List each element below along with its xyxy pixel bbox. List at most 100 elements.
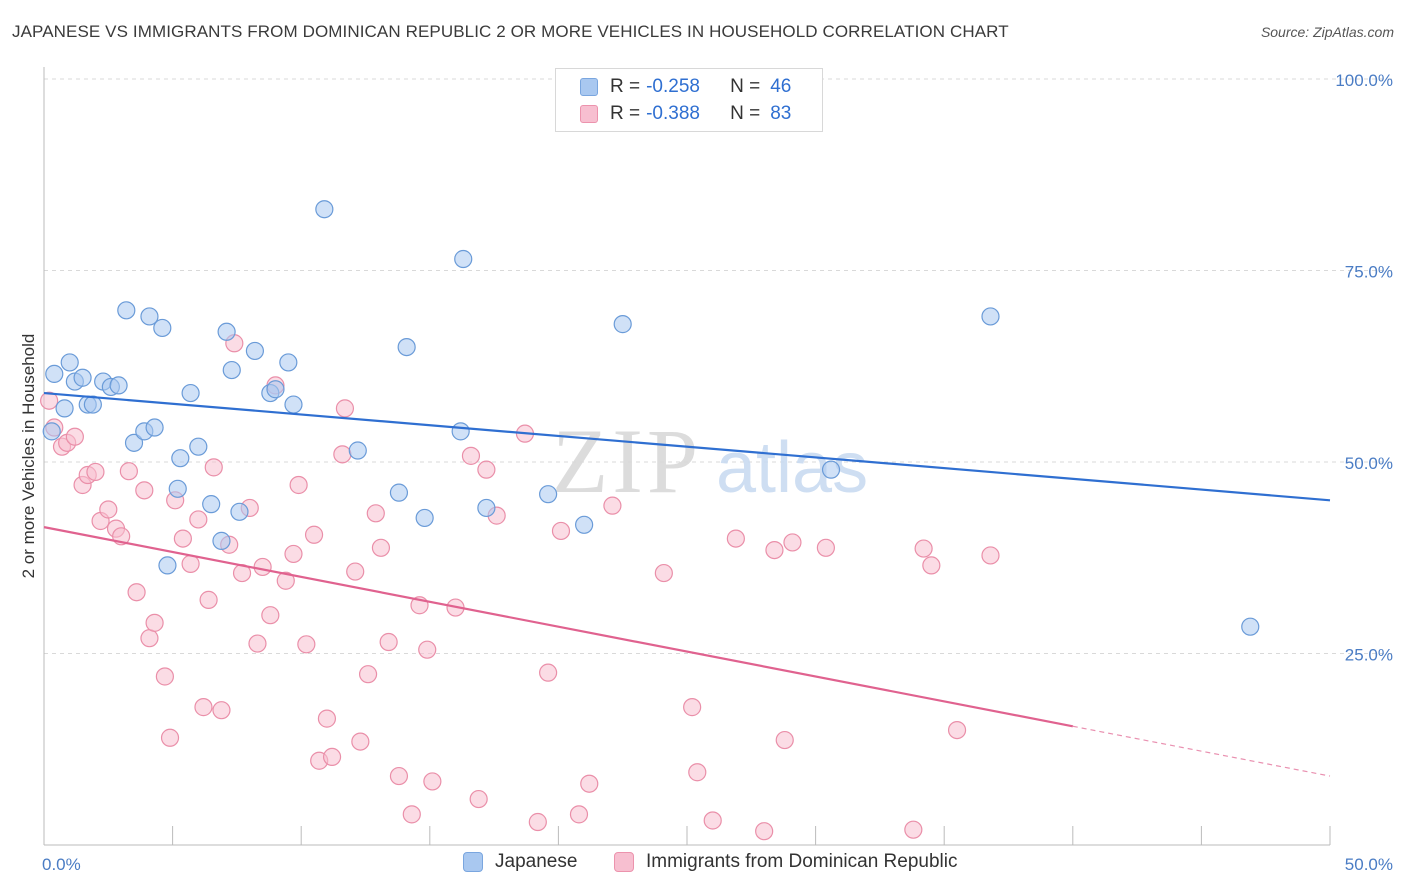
scatter-point	[539, 485, 558, 504]
scatter-point	[981, 307, 1000, 326]
scatter-point	[230, 502, 249, 521]
scatter-point	[153, 318, 172, 338]
scatter-point	[127, 583, 146, 602]
scatter-point	[181, 383, 200, 403]
scatter-point	[1241, 617, 1260, 636]
scatter-point	[654, 563, 673, 583]
chart-title: JAPANESE VS IMMIGRANTS FROM DOMINICAN RE…	[12, 22, 1009, 41]
scatter-point	[333, 445, 352, 464]
scatter-point	[279, 353, 298, 372]
scatter-point	[703, 811, 722, 830]
scatter-point	[117, 301, 136, 320]
watermark: ZIP atlas	[552, 410, 868, 512]
scatter-point	[204, 458, 223, 477]
scatter-point	[171, 449, 190, 468]
scatter-point	[477, 498, 496, 518]
scatter-point	[389, 766, 409, 786]
grid-lines	[44, 78, 1392, 654]
n-label: N =	[730, 103, 761, 124]
scatter-point	[575, 515, 594, 534]
scatter-point	[477, 460, 496, 479]
scatter-point	[415, 508, 434, 528]
scatter-point	[775, 730, 794, 750]
trend-lines	[43, 391, 1331, 777]
scatter-point	[451, 422, 470, 441]
scatter-point	[402, 805, 421, 824]
scatter-point	[346, 562, 365, 581]
scatter-point	[528, 812, 547, 832]
legend-swatch-japanese	[580, 78, 598, 96]
scatter-point	[181, 554, 200, 573]
scatter-point	[981, 546, 1000, 565]
scatter-point	[40, 391, 59, 410]
axes	[43, 67, 1331, 846]
r-label: R =	[610, 103, 641, 124]
scatter-point	[202, 495, 221, 514]
scatter-point	[135, 481, 154, 500]
scatter-point	[253, 557, 272, 577]
scatter-point	[145, 418, 164, 437]
scatter-point	[212, 701, 231, 720]
scatter-point	[423, 772, 442, 791]
series-dominican-points	[40, 334, 1000, 841]
x-tick-label: 0.0%	[42, 855, 81, 874]
scatter-point	[914, 539, 933, 558]
trend-line-dashed	[1072, 725, 1331, 777]
scatter-point	[222, 360, 241, 380]
scatter-point	[551, 521, 571, 541]
scatter-point	[755, 822, 774, 841]
trend-line	[43, 391, 1331, 502]
scatter-point	[189, 510, 208, 529]
scatter-point	[783, 533, 802, 552]
scatter-point	[73, 368, 92, 387]
scatter-point	[199, 590, 218, 609]
series-japanese-points	[42, 200, 1260, 636]
legend-item-japanese: Japanese	[463, 851, 577, 873]
scatter-point	[322, 747, 342, 767]
scatter-point	[366, 504, 385, 523]
scatter-point	[284, 544, 303, 564]
y-tick-label: 100.0%	[1335, 71, 1393, 90]
scatter-point	[315, 200, 334, 219]
scatter-point	[348, 441, 367, 460]
scatter-point	[317, 709, 337, 728]
scatter-point	[379, 632, 398, 652]
scatter-point	[539, 663, 558, 682]
scatter-point	[140, 629, 159, 648]
scatter-point	[603, 496, 622, 515]
source-label: Source: ZipAtlas.com	[1260, 24, 1394, 40]
scatter-point	[284, 395, 303, 414]
y-tick-label: 75.0%	[1345, 263, 1393, 282]
trend-line-solid	[43, 526, 1074, 728]
watermark-zip: ZIP	[552, 410, 702, 512]
scatter-point	[99, 500, 118, 519]
scatter-point	[922, 556, 941, 575]
scatter-point	[266, 380, 285, 399]
scatter-point	[119, 462, 138, 481]
scatter-point	[904, 820, 923, 839]
scatter-point	[60, 353, 79, 372]
legend-row-dominican: R = -0.388 N = 83	[580, 102, 791, 126]
scatter-point	[297, 635, 316, 654]
scatter-point	[569, 805, 589, 824]
scatter-point	[173, 529, 192, 548]
legend-label-dominican: Immigrants from Dominican Republic	[646, 851, 958, 872]
y-axis-label: 2 or more Vehicles in Household	[19, 334, 38, 579]
scatter-point	[358, 665, 378, 684]
legend-swatch-dominican	[580, 105, 598, 123]
scatter-point	[212, 531, 231, 550]
scatter-point	[351, 732, 370, 751]
scatter-point	[418, 640, 437, 659]
scatter-point	[245, 341, 265, 361]
scatter-point	[304, 525, 324, 544]
r-label: R =	[610, 76, 641, 97]
scatter-point	[816, 538, 835, 557]
r-value: -0.258	[646, 76, 700, 97]
scatter-point	[613, 315, 632, 334]
legend-item-dominican: Immigrants from Dominican Republic	[614, 851, 958, 873]
scatter-point	[155, 667, 174, 686]
scatter-point	[454, 249, 473, 269]
scatter-point	[124, 433, 144, 452]
scatter-point	[726, 529, 745, 548]
